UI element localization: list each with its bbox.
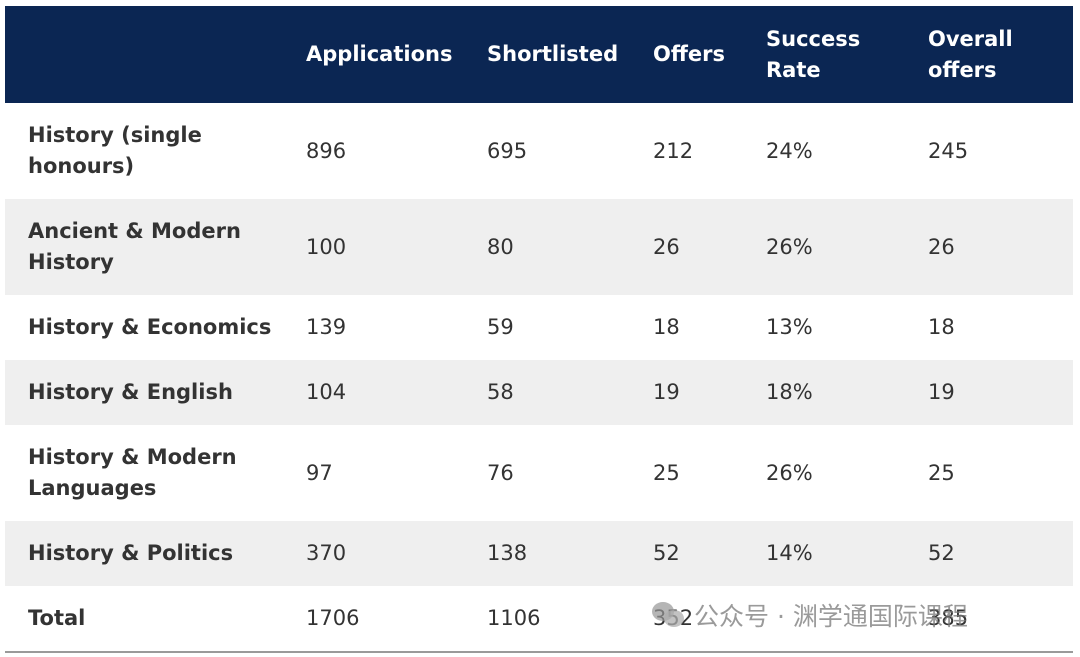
table-row: History & Politics 370 138 52 14% 52 — [5, 521, 1073, 586]
row-applications: 896 — [306, 138, 347, 163]
row-shortlisted: 58 — [487, 380, 514, 404]
header-cell-success-rate: Success Rate — [766, 26, 861, 82]
row-overall-offers: 18 — [928, 315, 955, 339]
header-cell-applications: Applications — [306, 42, 453, 66]
row-course-name: History & Modern Languages — [28, 445, 237, 500]
header-cell-overall-offers: Overall offers — [928, 26, 1013, 82]
wechat-icon — [652, 600, 686, 630]
row-success-rate: 18% — [766, 380, 813, 404]
row-applications: 139 — [306, 315, 347, 339]
row-course-name: History & English — [28, 380, 233, 404]
watermark: 公众号 · 渊学通国际课程 — [652, 597, 968, 633]
header-row: Applications Shortlisted Offers Success … — [5, 6, 1073, 103]
row-overall-offers: 26 — [928, 234, 955, 259]
row-course-name: History & Politics — [28, 541, 234, 565]
total-applications: 1706 — [306, 606, 360, 630]
table-row: History & Economics 139 59 18 13% 18 — [5, 295, 1073, 360]
row-success-rate: 13% — [766, 315, 813, 339]
row-applications: 97 — [306, 460, 333, 485]
row-offers: 18 — [653, 315, 680, 339]
row-offers: 212 — [653, 138, 694, 163]
row-success-rate: 24% — [766, 138, 813, 163]
row-offers: 19 — [653, 380, 680, 404]
total-label: Total — [28, 606, 86, 630]
row-course-name: Ancient & Modern History — [28, 219, 241, 274]
row-shortlisted: 138 — [487, 541, 528, 565]
table-row: History & English 104 58 19 18% 19 — [5, 360, 1073, 425]
admissions-table: Applications Shortlisted Offers Success … — [5, 6, 1073, 653]
row-shortlisted: 59 — [487, 315, 514, 339]
header-cell-shortlisted: Shortlisted — [487, 42, 619, 66]
row-applications: 104 — [306, 380, 347, 404]
row-success-rate: 14% — [766, 541, 813, 565]
row-shortlisted: 76 — [487, 460, 514, 485]
total-overall-offers: 385 — [928, 606, 969, 630]
table-row: History & Modern Languages 97 76 25 26% … — [5, 425, 1073, 521]
row-course-name: History & Economics — [28, 315, 272, 339]
total-shortlisted: 1106 — [487, 606, 541, 630]
row-success-rate: 26% — [766, 460, 813, 485]
row-applications: 370 — [306, 541, 347, 565]
header-cell-offers: Offers — [653, 42, 725, 66]
table-row: Ancient & Modern History 100 80 26 26% 2… — [5, 199, 1073, 295]
row-offers: 26 — [653, 234, 680, 259]
table-row: History (single honours) 896 695 212 24%… — [5, 103, 1073, 199]
watermark-text: 公众号 · 渊学通国际课程 — [694, 602, 968, 631]
row-shortlisted: 80 — [487, 234, 514, 259]
row-overall-offers: 19 — [928, 380, 955, 404]
admissions-table-container: Applications Shortlisted Offers Success … — [5, 6, 1073, 653]
row-offers: 25 — [653, 460, 680, 485]
row-shortlisted: 695 — [487, 138, 528, 163]
row-overall-offers: 25 — [928, 460, 955, 485]
row-offers: 52 — [653, 541, 680, 565]
row-success-rate: 26% — [766, 234, 813, 259]
row-applications: 100 — [306, 234, 347, 259]
row-overall-offers: 245 — [928, 138, 969, 163]
header-cell-course — [5, 6, 285, 103]
row-course-name: History (single honours) — [28, 123, 202, 178]
row-overall-offers: 52 — [928, 541, 955, 565]
